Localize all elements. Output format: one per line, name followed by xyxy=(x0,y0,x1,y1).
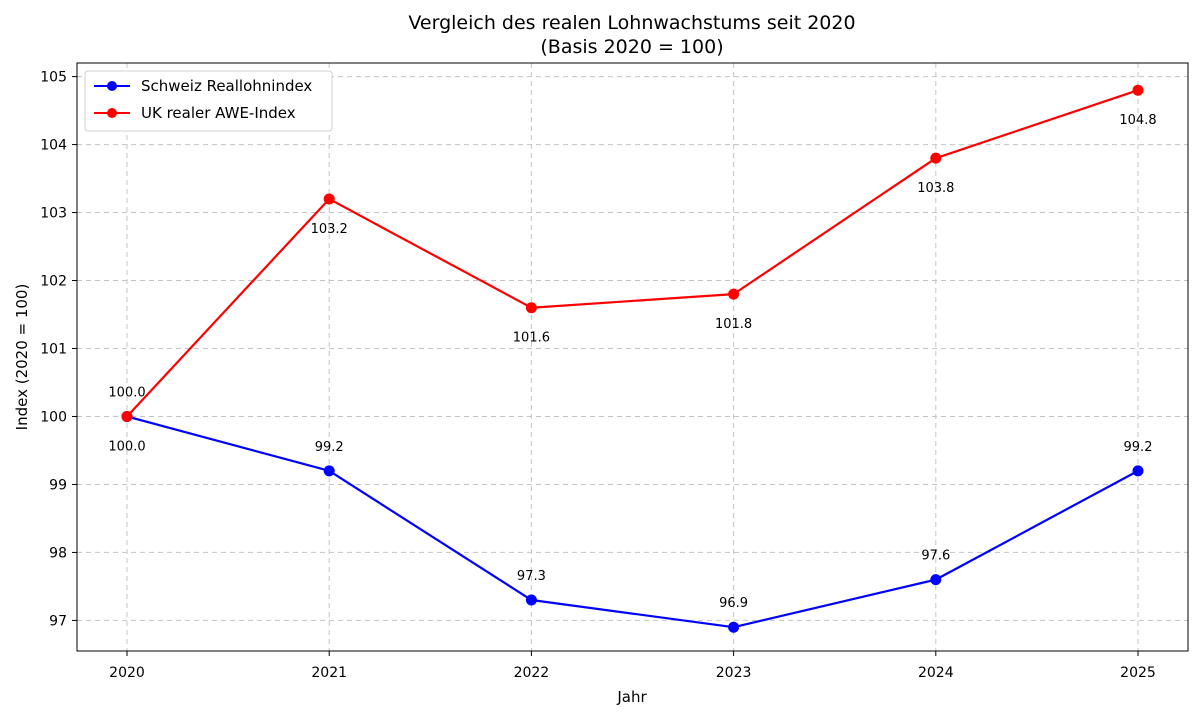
data-point-swiss xyxy=(525,594,537,606)
chart-title: Vergleich des realen Lohnwachstums seit … xyxy=(408,12,855,34)
data-label-swiss: 99.2 xyxy=(315,440,344,455)
legend-label-uk: UK realer AWE-Index xyxy=(141,104,296,122)
y-tick-label: 99 xyxy=(49,477,67,493)
x-axis-label: Jahr xyxy=(616,688,647,706)
grid xyxy=(77,63,1188,651)
data-label-swiss: 97.6 xyxy=(921,549,950,564)
x-tick-label: 2022 xyxy=(514,665,550,681)
legend-marker-uk xyxy=(107,108,117,118)
data-point-swiss xyxy=(728,621,740,633)
x-tick-label: 2024 xyxy=(918,665,954,681)
y-tick-label: 105 xyxy=(40,70,67,86)
y-tick-label: 98 xyxy=(49,545,67,561)
data-label-uk: 103.8 xyxy=(917,181,954,196)
chart-subtitle: (Basis 2020 = 100) xyxy=(540,36,723,58)
data-point-swiss xyxy=(1132,465,1144,477)
series-layer: 100.0 99.2 97.3 96.9 97.6 99.2 100.0 103.2 101.6… xyxy=(108,84,1157,633)
data-label-swiss: 96.9 xyxy=(719,596,748,611)
data-point-uk xyxy=(930,152,942,164)
data-label-uk: 104.8 xyxy=(1119,113,1156,128)
y-tick-label: 103 xyxy=(40,206,67,222)
x-tick-label: 2021 xyxy=(311,665,347,681)
data-point-uk xyxy=(323,193,335,205)
legend-label-swiss: Schweiz Reallohnindex xyxy=(141,77,312,95)
data-point-uk xyxy=(1132,84,1144,96)
y-tick-label: 100 xyxy=(40,409,67,425)
y-tick-label: 101 xyxy=(40,342,67,358)
data-label-uk: 103.2 xyxy=(311,222,348,237)
series-line-uk xyxy=(126,89,1139,418)
legend-marker-swiss xyxy=(107,81,117,91)
y-tick-label: 104 xyxy=(40,138,67,154)
data-label-swiss: 99.2 xyxy=(1124,440,1153,455)
data-point-swiss xyxy=(323,465,335,477)
y-tick-label: 102 xyxy=(40,274,67,290)
legend: Schweiz Reallohnindex UK realer AWE-Inde… xyxy=(84,70,333,132)
data-label-uk: 100.0 xyxy=(108,439,145,454)
legend-box xyxy=(84,70,333,132)
data-point-swiss xyxy=(930,574,942,586)
data-point-uk xyxy=(728,288,740,300)
data-label-uk: 101.6 xyxy=(513,331,550,346)
x-tick-label: 2023 xyxy=(716,665,752,681)
ticks: 2020 2021 2022 2023 2024 2025 97 98 99 100 101 102 1… xyxy=(40,70,1156,681)
data-point-uk xyxy=(525,302,537,314)
y-tick-label: 97 xyxy=(49,613,67,629)
series-line-swiss xyxy=(126,415,1139,629)
data-point-uk xyxy=(121,410,133,422)
x-tick-label: 2020 xyxy=(109,665,145,681)
data-label-swiss: 97.3 xyxy=(517,569,546,584)
plot-frame xyxy=(76,62,1189,652)
data-label-swiss: 100.0 xyxy=(108,385,145,400)
x-tick-label: 2025 xyxy=(1120,665,1156,681)
y-axis-label: Index (2020 = 100) xyxy=(13,284,31,431)
data-label-uk: 101.8 xyxy=(715,317,752,332)
